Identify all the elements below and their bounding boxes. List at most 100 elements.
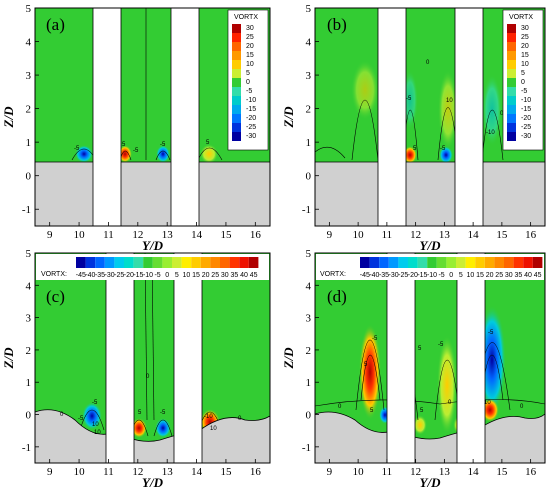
plot-frame	[34, 252, 271, 464]
colorbar-level-label: 45	[250, 272, 258, 279]
colorbar-swatch	[229, 257, 240, 268]
colorbar-level-label: 25	[495, 272, 503, 279]
ground	[35, 162, 270, 226]
y-tick-label: 1	[306, 137, 312, 149]
colorbar-swatch	[172, 257, 182, 268]
contour-label: 5	[413, 146, 417, 152]
colorbar-swatch	[417, 257, 428, 268]
contour-label: -10	[92, 430, 101, 436]
colorbar-swatch	[143, 257, 153, 268]
y-tick-label: 2	[26, 345, 32, 357]
x-tick-label: 15	[496, 466, 508, 478]
y-tick-label: 1	[306, 377, 312, 389]
colorbar-swatch	[408, 257, 418, 268]
y-axis-label: Z/D	[1, 347, 16, 370]
x-tick-label: 11	[103, 466, 114, 478]
contour-label: -5	[78, 416, 84, 422]
colorbar-swatches: -45 -40 -35 -30 -25 -20 -15 -10 -5 0 5 10 15 20 25 30 35…	[76, 257, 259, 279]
x-tick-label: 13	[439, 466, 451, 478]
vortex-blob	[437, 335, 457, 435]
colorbar-level-label: -25	[246, 124, 256, 131]
colorbar-level-label: -30	[389, 272, 399, 279]
colorbar-swatch	[95, 257, 105, 268]
contour-label: 0	[426, 60, 430, 66]
plot-frame	[314, 252, 546, 464]
colorbar-level-label: -20	[246, 115, 256, 122]
y-tick-label: 2	[306, 345, 312, 357]
colorbar-level-label: -10	[427, 272, 437, 279]
contour-label: 0	[520, 404, 524, 410]
contour-label: 0	[146, 374, 150, 380]
colorbar-vertical: VORTX 30 25 20 15 10 5 0 -5 -10 -15 -20 -25 -30	[227, 9, 269, 151]
y-tick-label: 0	[26, 171, 32, 183]
colorbar-title: VORTX	[509, 14, 533, 21]
cylinder-right	[173, 253, 203, 463]
colorbar-swatch	[427, 257, 437, 268]
y-tick-label: -1	[302, 442, 311, 454]
plot-frame	[34, 7, 271, 227]
y-tick-label: 4	[26, 37, 32, 49]
cylinder-right	[456, 253, 486, 463]
x-tick-label: 9	[327, 229, 333, 241]
colorbar-level-label: 15	[476, 272, 484, 279]
contour-label: -5	[488, 330, 494, 336]
colorbar-swatch	[446, 257, 456, 268]
contour-label: 0	[238, 416, 242, 422]
y-tick-label: -1	[302, 204, 311, 216]
y-axis-label: Z/D	[1, 106, 16, 129]
colorbar-swatch	[507, 87, 516, 96]
colorbar-level-label: 15	[521, 52, 529, 59]
colorbar-level-label: 20	[202, 272, 210, 279]
colorbar-swatch	[360, 257, 370, 268]
colorbar-level-label: -15	[133, 272, 143, 279]
colorbar-level-label: -5	[521, 88, 527, 95]
colorbar-level-label: -20	[408, 272, 418, 279]
colorbar-swatch	[133, 257, 144, 268]
colorbar-level-label: 0	[246, 79, 250, 86]
colorbar-level-label: -15	[417, 272, 427, 279]
contour-line	[315, 399, 545, 407]
colorbar-swatch	[379, 257, 389, 268]
ground	[315, 162, 545, 226]
contour-label: 5	[370, 408, 374, 414]
colorbar-level-label: 5	[246, 70, 250, 77]
contour-label: -10	[486, 130, 495, 136]
x-tick-label: 13	[162, 466, 174, 478]
colorbar-level-label: 15	[246, 52, 254, 59]
cylinder-right	[454, 8, 484, 226]
x-tick-label: 9	[47, 229, 53, 241]
colorbar-level-label: 30	[221, 272, 229, 279]
colorbar-swatch	[232, 87, 241, 96]
colorbar-swatch	[507, 51, 516, 60]
contour-line	[79, 409, 105, 431]
colorbar-level-label: -20	[521, 115, 531, 122]
vortex-blob	[75, 145, 93, 163]
vortex-blob	[200, 144, 218, 164]
y-tick-label: 5	[26, 248, 32, 260]
contour-label: -5	[438, 342, 444, 348]
x-tick-label: 13	[439, 229, 451, 241]
contour-line	[315, 146, 346, 159]
y-axis-label: Z/D	[281, 106, 296, 129]
contour-label: -5	[372, 336, 378, 342]
colorbar-swatch	[76, 257, 86, 268]
colorbar-swatch	[232, 78, 241, 87]
vortex-blob	[403, 146, 417, 164]
x-tick-label: 14	[468, 229, 480, 241]
x-axis-label: Y/D	[142, 238, 164, 253]
colorbar-level-label: -35	[95, 272, 105, 279]
contour-line	[360, 354, 381, 401]
x-tick-label: 11	[103, 229, 114, 241]
y-tick-label: -1	[22, 204, 31, 216]
colorbar-swatch	[232, 132, 241, 141]
colorbar-level-label: 5	[459, 272, 463, 279]
colorbar-swatch	[232, 96, 241, 105]
colorbar-vertical: VORTX 30 25 20 15 10 5 0 -5 -10 -15 -20 -25 -30	[502, 9, 544, 151]
vortex-blob	[413, 415, 427, 435]
panel-label: (d)	[327, 287, 347, 306]
colorbar-swatch	[232, 123, 241, 132]
colorbar-swatch	[507, 105, 516, 114]
x-tick-label: 15	[496, 229, 508, 241]
colorbar-swatch	[507, 42, 516, 51]
colorbar-level-label: 25	[246, 34, 254, 41]
